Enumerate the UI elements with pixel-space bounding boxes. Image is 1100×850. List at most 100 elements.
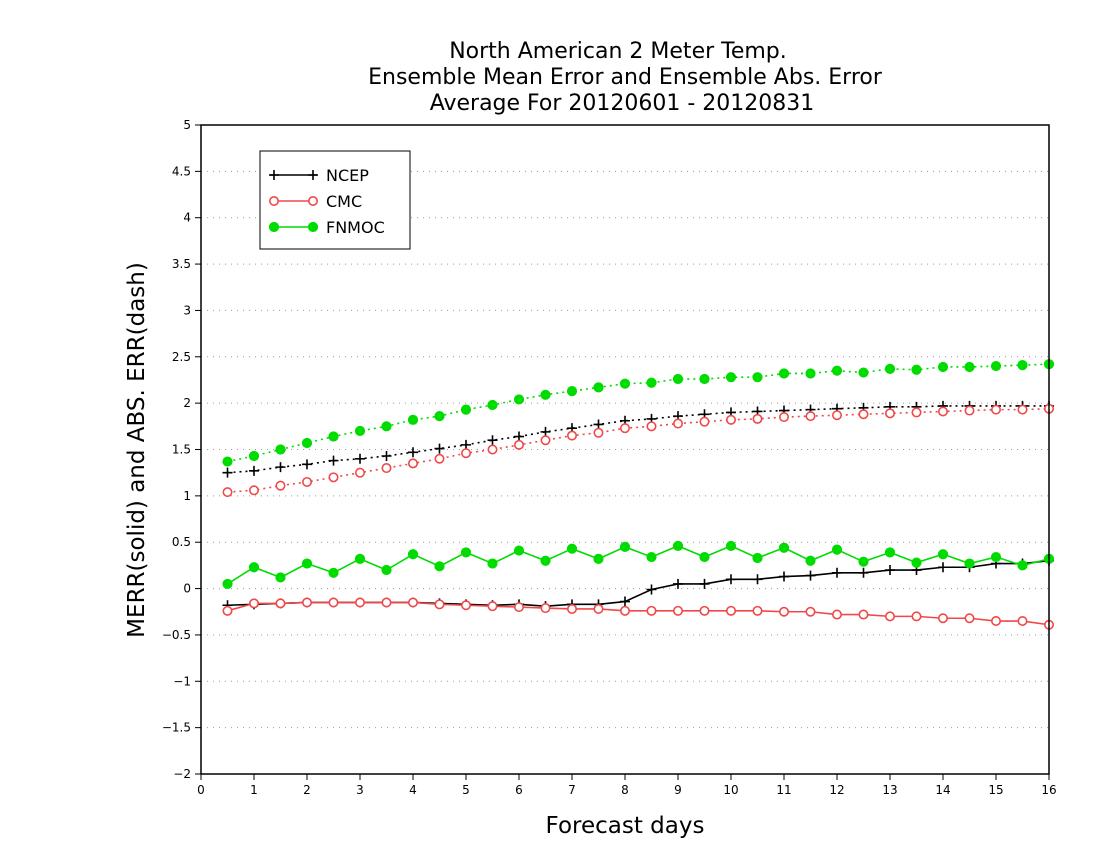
- abs-err-point: [593, 419, 604, 430]
- abs-err-point: [461, 439, 471, 450]
- merr-point: [831, 544, 843, 555]
- abs-err-point: [964, 361, 975, 373]
- merr-point: [884, 611, 895, 622]
- merr-point: [990, 616, 1001, 627]
- merr-point: [699, 551, 710, 563]
- x-axis-label: Forecast days: [546, 813, 705, 839]
- title-line-1: North American 2 Meter Temp.: [449, 39, 787, 64]
- merr-point: [381, 597, 392, 608]
- merr-point: [832, 567, 842, 578]
- merr-point: [858, 567, 869, 578]
- x-tick-label: 12: [829, 783, 844, 797]
- x-tick-label: 4: [409, 783, 417, 797]
- y-axis-label: MERR(solid) and ABS. ERR(dash): [124, 262, 150, 638]
- merr-point: [275, 572, 286, 583]
- abs-err-point: [407, 458, 418, 469]
- merr-point: [354, 597, 365, 608]
- merr-point: [407, 549, 419, 560]
- merr-point: [726, 574, 736, 585]
- merr-point: [487, 601, 498, 612]
- y-tick-label: −1: [173, 674, 191, 688]
- title-line-3: Average For 20120601 - 20120831: [430, 91, 815, 116]
- merr-point: [990, 551, 1002, 563]
- abs-err-point: [805, 411, 816, 422]
- abs-err-point: [884, 363, 896, 374]
- series-cmc: [222, 403, 1055, 630]
- merr-point: [646, 551, 657, 563]
- abs-err-point: [752, 372, 763, 383]
- abs-err-point: [275, 444, 286, 455]
- merr-point: [328, 597, 339, 608]
- legend-marker-fnmoc-right: [307, 221, 319, 233]
- merr-point: [566, 603, 577, 614]
- x-tick-label: 2: [303, 783, 311, 797]
- abs-err-point: [911, 364, 922, 375]
- merr-point: [672, 540, 684, 552]
- merr-point: [911, 611, 922, 622]
- x-tick-label: 14: [935, 783, 950, 797]
- abs-err-point: [858, 367, 869, 378]
- y-tick-label: 4.5: [172, 164, 191, 178]
- abs-err-point: [1017, 360, 1028, 371]
- abs-err-point: [381, 463, 392, 474]
- merr-point: [725, 540, 737, 552]
- series-fnmoc-merr-line: [227, 545, 1050, 585]
- merr-point: [937, 613, 948, 624]
- abs-err-point: [460, 404, 472, 415]
- merr-point: [460, 547, 472, 558]
- abs-err-point: [249, 465, 259, 476]
- merr-point: [487, 558, 498, 569]
- merr-point: [752, 552, 763, 564]
- abs-err-point: [725, 372, 737, 383]
- abs-err-point: [328, 455, 339, 466]
- merr-point: [646, 584, 657, 595]
- abs-err-point: [778, 412, 789, 423]
- merr-point: [778, 542, 790, 553]
- legend-label-cmc: CMC: [326, 192, 362, 211]
- x-tick-label: 9: [674, 783, 682, 797]
- y-tick-label: 5: [183, 118, 191, 132]
- abs-err-point: [911, 407, 922, 418]
- abs-err-point: [460, 448, 471, 459]
- merr-point: [619, 605, 630, 616]
- abs-err-point: [778, 368, 790, 379]
- merr-point: [699, 605, 710, 616]
- merr-point: [699, 578, 710, 589]
- legend-marker-cmc-right: [307, 196, 318, 207]
- x-tick-label: 3: [356, 783, 364, 797]
- abs-err-point: [434, 453, 445, 464]
- abs-err-point: [884, 408, 895, 419]
- y-tick-label: 2.5: [172, 350, 191, 364]
- legend-label-fnmoc: FNMOC: [326, 218, 385, 237]
- abs-err-point: [831, 365, 843, 376]
- title-line-2: Ensemble Mean Error and Ensemble Abs. Er…: [368, 65, 883, 90]
- legend: NCEP CMC FNMOC: [259, 150, 411, 250]
- abs-err-point: [990, 404, 1001, 415]
- abs-err-point: [646, 421, 657, 432]
- abs-err-point: [354, 425, 366, 437]
- merr-point: [858, 556, 869, 567]
- series-fnmoc: [222, 359, 1055, 590]
- abs-err-point: [381, 450, 392, 461]
- abs-err-point: [222, 467, 233, 478]
- y-tick-label: 4: [183, 211, 191, 225]
- y-tick-label: 1: [183, 489, 191, 503]
- abs-err-point: [831, 410, 842, 421]
- merr-point: [222, 578, 233, 590]
- merr-point: [805, 570, 816, 581]
- abs-err-point: [301, 437, 313, 449]
- abs-err-point: [487, 444, 498, 455]
- merr-point: [805, 555, 816, 566]
- abs-err-point: [619, 423, 630, 434]
- merr-point: [513, 545, 525, 556]
- merr-point: [725, 605, 736, 616]
- x-tick-label: 11: [776, 783, 791, 797]
- legend-marker-ncep-right: [308, 170, 318, 180]
- legend-label-ncep: NCEP: [326, 166, 369, 185]
- merr-point: [407, 597, 418, 608]
- abs-err-point: [487, 399, 498, 411]
- abs-err-point: [699, 373, 710, 385]
- x-tick-label: 10: [723, 783, 738, 797]
- merr-point: [752, 574, 763, 585]
- y-tick-label: 1.5: [172, 443, 191, 457]
